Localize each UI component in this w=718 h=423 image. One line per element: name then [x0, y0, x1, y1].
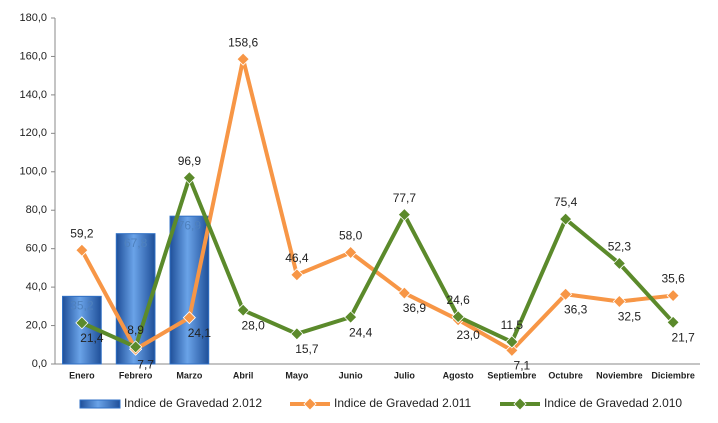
line	[81, 171, 675, 350]
marker	[236, 303, 250, 317]
y-tick-label: 180,0	[19, 12, 47, 24]
y-tick-label: 40,0	[26, 281, 47, 293]
marker	[397, 208, 411, 222]
marker	[344, 245, 358, 260]
data-label: 8,9	[127, 323, 144, 337]
data-label: 7,1	[514, 359, 531, 373]
data-label: 75,4	[554, 195, 578, 209]
marker	[397, 286, 411, 300]
y-tick-label: 100,0	[19, 166, 47, 178]
marker	[505, 343, 519, 357]
bar	[169, 215, 210, 365]
data-label: 77,7	[393, 191, 417, 205]
data-label: 35,2	[70, 299, 94, 313]
x-tick-label: Septiembre	[487, 370, 536, 380]
x-tick-label: Octubre	[548, 370, 583, 380]
marker	[612, 256, 626, 271]
marker	[666, 315, 680, 329]
x-tick-label: Abril	[233, 370, 254, 380]
data-label: 24,1	[188, 326, 212, 340]
data-label: 158,6	[228, 35, 258, 49]
data-label: 11,5	[501, 318, 524, 332]
x-tick-label: Agosto	[443, 370, 474, 380]
legend-swatch	[79, 399, 121, 409]
marker	[559, 287, 573, 301]
x-tick-label: Noviembre	[596, 370, 643, 380]
data-label: 52,3	[608, 240, 632, 254]
data-label: 21,4	[80, 331, 104, 345]
x-tick-label: Febrero	[119, 370, 153, 380]
data-label: 35,6	[661, 272, 685, 286]
marker	[236, 52, 250, 66]
legend-label: Indice de Gravedad 2.012	[124, 396, 262, 410]
marker	[344, 310, 358, 324]
data-label: 76,9	[178, 218, 202, 232]
marker	[612, 294, 626, 309]
x-tick-label: Marzo	[176, 370, 203, 380]
marker	[75, 243, 89, 257]
x-tick-label: Mayo	[285, 370, 309, 380]
marker	[559, 212, 573, 226]
data-label: 59,2	[70, 226, 94, 240]
marker	[505, 335, 519, 349]
data-label: 67,8	[124, 236, 148, 250]
marker	[290, 268, 304, 282]
data-label: 23,0	[456, 328, 480, 342]
data-label: 15,7	[295, 342, 319, 356]
legend-marker	[303, 397, 317, 411]
y-tick-label: 20,0	[26, 319, 47, 331]
y-tick-label: 120,0	[19, 127, 47, 139]
data-label: 28,0	[241, 318, 265, 332]
data-label: 46,4	[285, 251, 309, 265]
y-tick-label: 80,0	[26, 204, 47, 216]
data-label: 21,7	[671, 330, 695, 344]
data-label: 58,0	[339, 229, 363, 243]
marker	[290, 327, 304, 341]
x-tick-label: Junio	[339, 370, 364, 380]
y-tick-label: 160,0	[19, 50, 47, 62]
legend-marker	[513, 397, 527, 411]
data-label: 24,4	[349, 325, 373, 339]
marker	[129, 340, 143, 354]
legend-label: Indice de Gravedad 2.010	[544, 396, 682, 410]
data-label: 36,3	[564, 302, 588, 316]
data-label: 7,7	[137, 357, 154, 371]
marker	[451, 310, 465, 324]
data-label: 24,6	[446, 293, 470, 307]
data-label: 96,9	[178, 154, 202, 168]
x-tick-label: Diciembre	[651, 370, 695, 380]
line	[80, 58, 674, 353]
y-tick-label: 0,0	[32, 358, 47, 370]
marker	[75, 316, 89, 330]
y-tick-label: 60,0	[26, 243, 47, 255]
legend-label: Indice de Gravedad 2.011	[334, 396, 472, 410]
marker	[182, 311, 196, 325]
x-tick-label: Enero	[69, 370, 95, 380]
data-label: 36,9	[403, 301, 427, 315]
marker	[182, 171, 196, 185]
data-label: 32,5	[618, 310, 642, 324]
y-tick-label: 140,0	[19, 89, 47, 101]
marker	[666, 289, 680, 303]
x-tick-label: Julio	[394, 370, 416, 380]
